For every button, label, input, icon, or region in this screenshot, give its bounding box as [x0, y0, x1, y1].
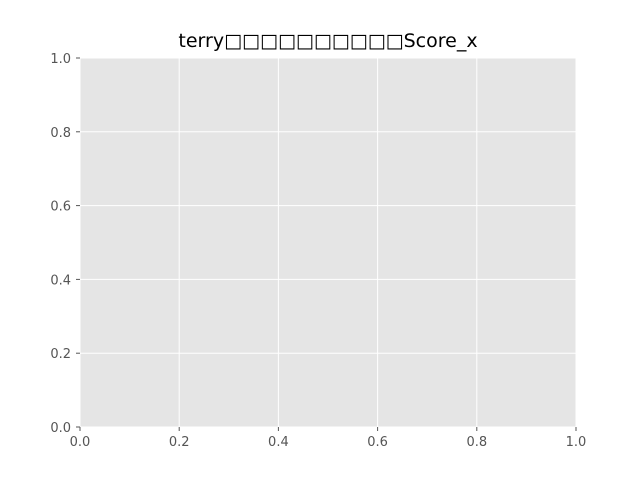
plot-area [80, 58, 576, 427]
y-tick-label: 0.0 [50, 421, 71, 436]
x-tick-label: 0.2 [169, 435, 190, 450]
x-tick-label: 0.0 [70, 435, 91, 450]
y-tick-label: 0.2 [50, 347, 71, 362]
y-tick-label: 1.0 [50, 52, 71, 67]
x-tick-label: 1.0 [566, 435, 587, 450]
y-tick-label: 0.8 [50, 126, 71, 141]
chart-title: terry□□□□□□□□□□Score_x [178, 30, 478, 52]
y-tick-label: 0.4 [50, 273, 71, 288]
y-tick-label: 0.6 [50, 200, 71, 215]
x-tick-label: 0.8 [466, 435, 487, 450]
x-tick-label: 0.4 [268, 435, 289, 450]
x-tick-label: 0.6 [367, 435, 388, 450]
